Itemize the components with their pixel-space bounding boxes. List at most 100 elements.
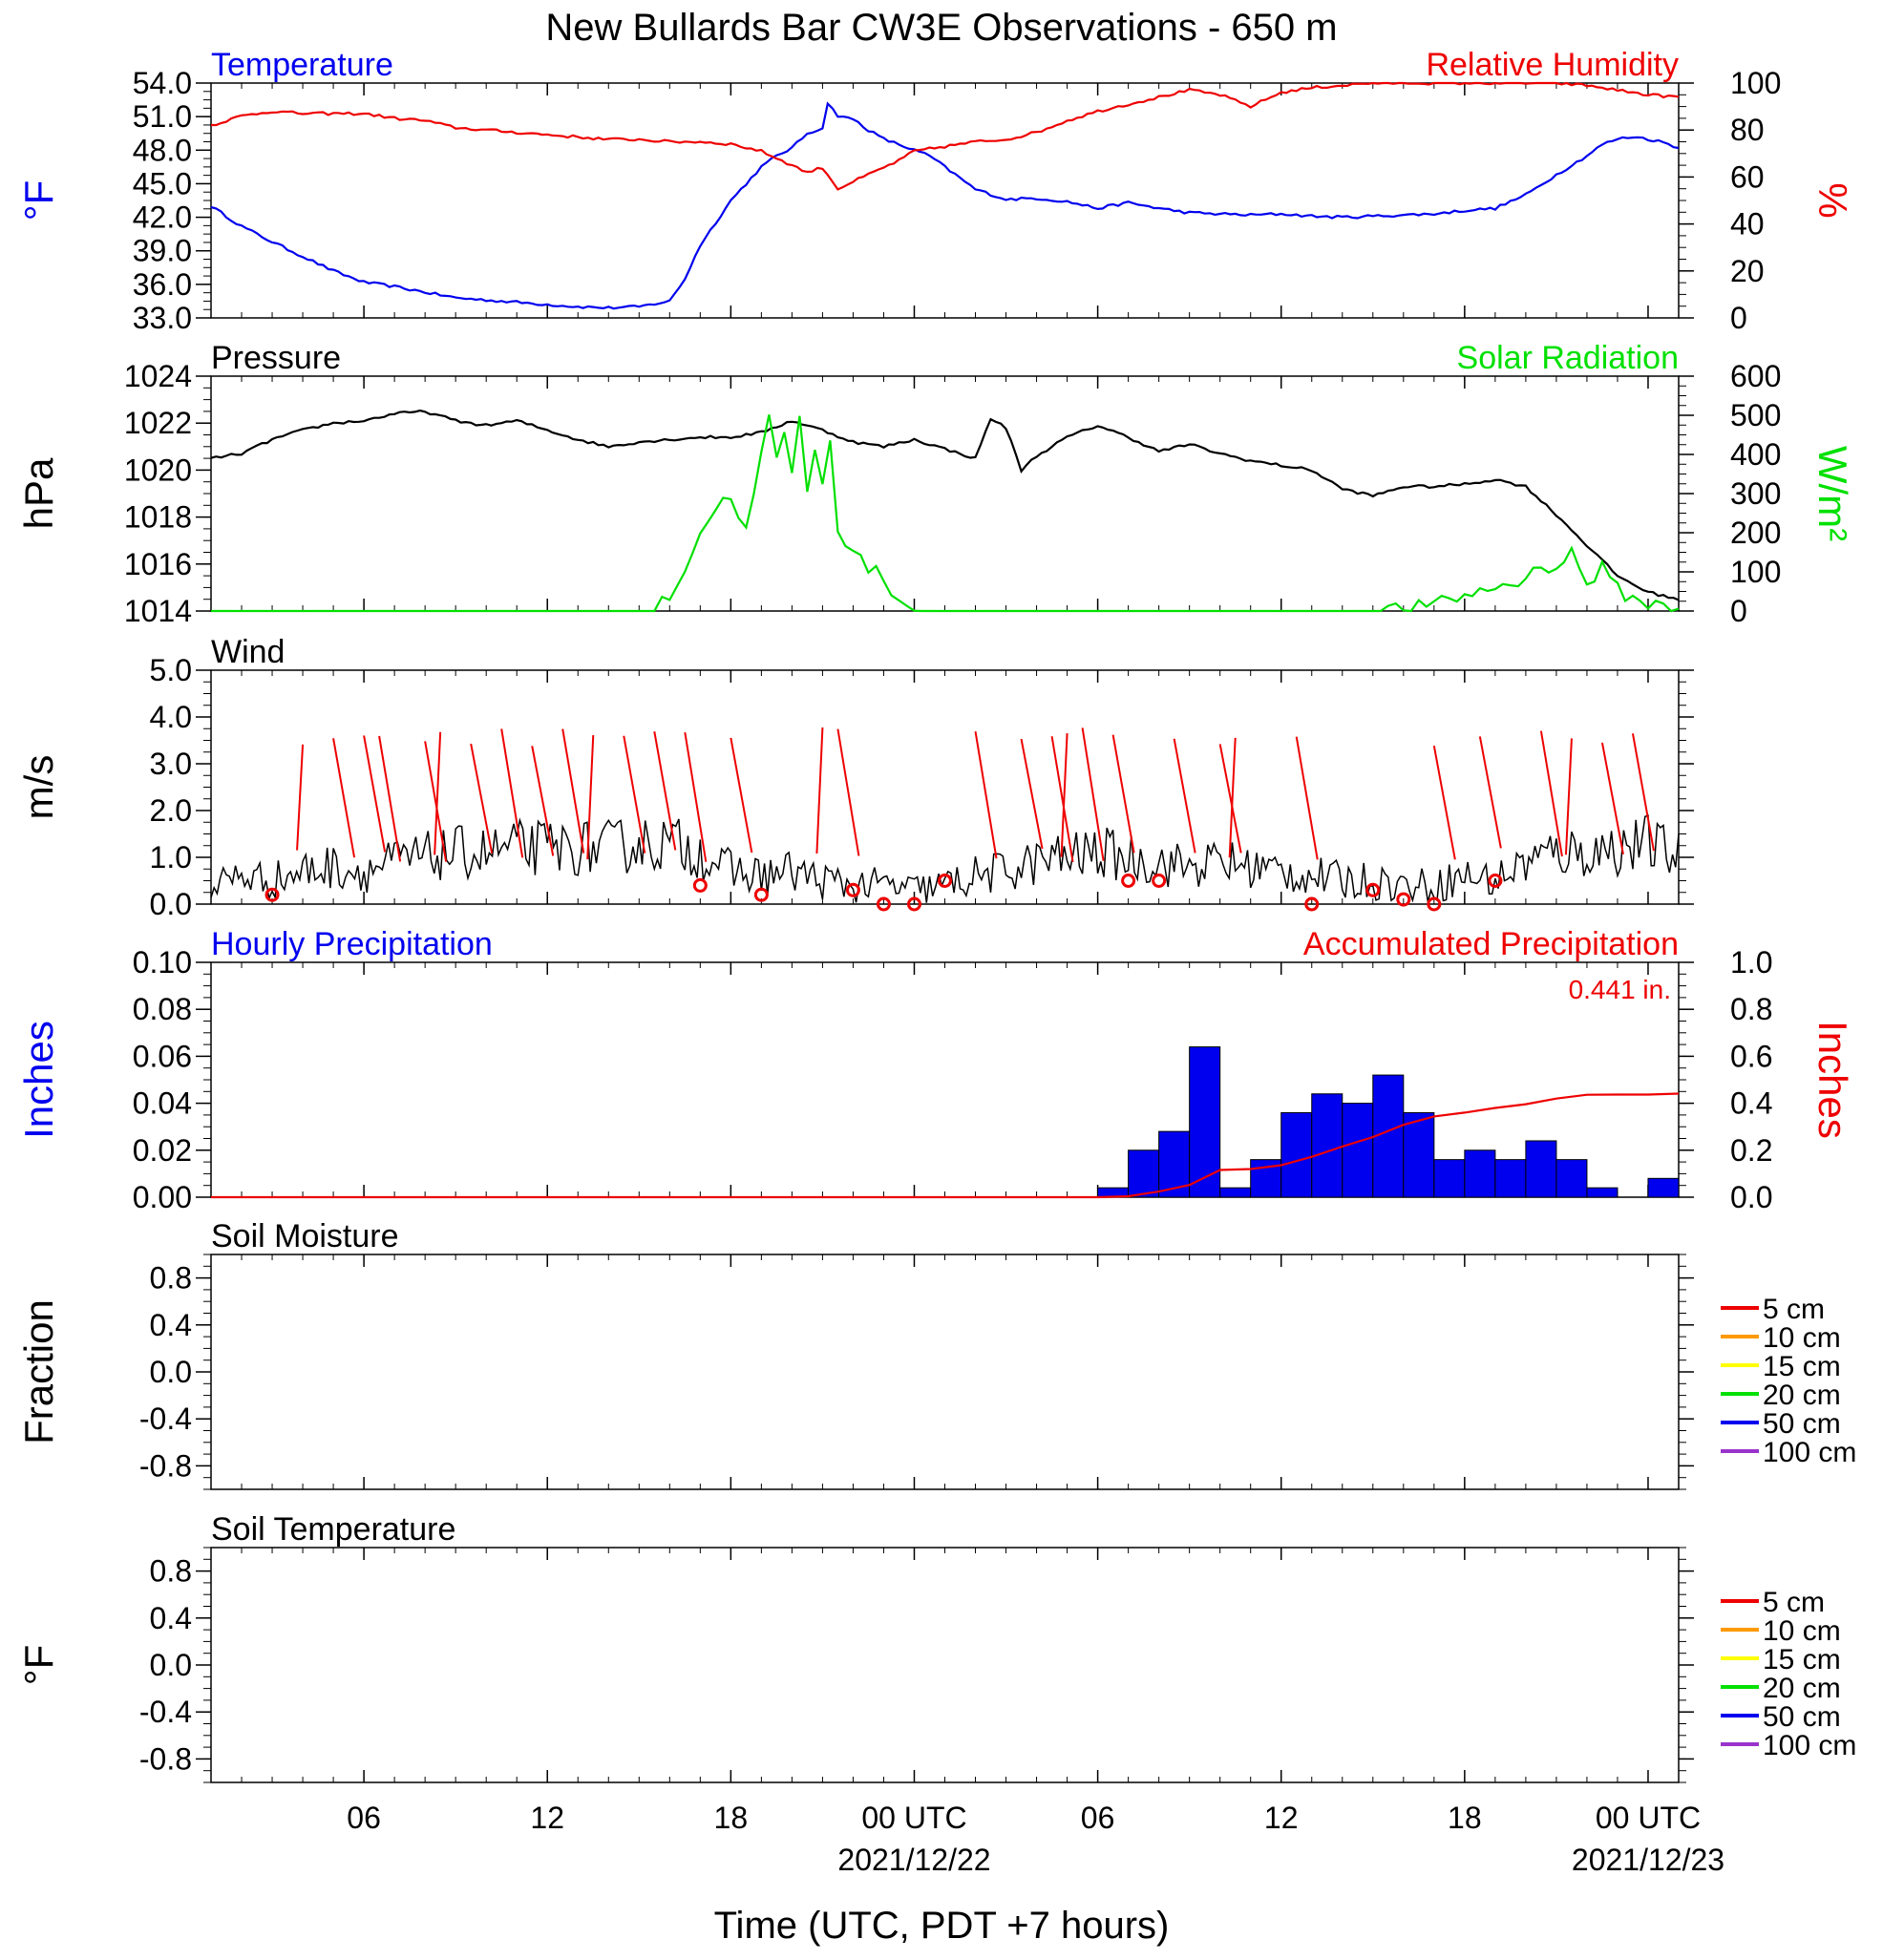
wind-barb: [434, 731, 442, 855]
x-tick-label: 12: [530, 1801, 564, 1835]
y-left-tick-label: 0.4: [150, 1601, 192, 1635]
y-right-tick-label: 0.0: [1730, 1180, 1772, 1214]
panel-title-right: Solar Radiation: [1457, 340, 1679, 376]
x-tick-date-label: 2021/12/22: [837, 1843, 990, 1877]
panel-title-left: Temperature: [211, 47, 393, 83]
precip-bar: [1128, 1149, 1160, 1198]
plot-frame: [210, 1547, 1680, 1783]
legend-label: 5 cm: [1763, 1587, 1825, 1618]
legend-label: 20 cm: [1763, 1673, 1841, 1704]
y-right-tick-label: 100: [1730, 66, 1781, 100]
y-left-tick-label: 1022: [124, 406, 192, 440]
wind-barb: [500, 728, 524, 858]
legend-label: 10 cm: [1763, 1615, 1841, 1647]
y-left-tick-label: 1018: [124, 500, 192, 535]
series-line-pressure: [210, 409, 1680, 601]
y-left-tick-label: -0.4: [139, 1402, 192, 1436]
y-left-tick-label: 1014: [124, 594, 192, 628]
y-right-tick-label: 500: [1730, 398, 1781, 432]
panels: 33.036.039.042.045.048.051.054.0 0 20 40 60 8…: [16, 47, 1856, 1877]
precip-bar: [1525, 1140, 1557, 1198]
y-right-tick-label: 300: [1730, 476, 1781, 511]
precip-bar: [1586, 1187, 1619, 1198]
y-left-tick-label: 3.0: [150, 747, 192, 781]
y-right-tick-label: 0: [1730, 301, 1747, 335]
legend-label: 20 cm: [1763, 1380, 1841, 1411]
wind-barb: [424, 741, 448, 862]
precip-bar: [1189, 1046, 1221, 1198]
y-left-tick-label: 42.0: [133, 200, 192, 235]
plot-frame: [210, 1254, 1680, 1490]
wind-calm-circle: [906, 896, 921, 912]
wind-barb: [836, 728, 860, 856]
wind-barb: [296, 744, 305, 851]
y-right-tick-label: 200: [1730, 516, 1781, 550]
wind-calm-circle: [1121, 874, 1136, 888]
panel-pressure-solar: 1014 1016 1018 1020 1022 1024 0 100 200 300 400 500…: [16, 340, 1855, 628]
precip-bar: [1280, 1111, 1313, 1198]
y-left-tick-label: 45.0: [133, 166, 192, 200]
y-right-tick-label: 600: [1730, 359, 1781, 393]
legend-label: 50 cm: [1763, 1701, 1841, 1733]
y-right-tick-label: 400: [1730, 437, 1781, 472]
series-line-temperature: [210, 101, 1680, 310]
wind-barb: [653, 731, 677, 851]
wind-barb: [684, 731, 708, 862]
wind-barb: [586, 735, 595, 860]
y-left-tick-label: 51.0: [133, 99, 192, 134]
series-line-solar-radiation: [211, 414, 1680, 613]
y-axis-label-right: %: [1810, 182, 1855, 218]
x-tick-label: 18: [714, 1801, 749, 1835]
wind-calm-circle: [753, 887, 769, 902]
y-left-tick-label: 54.0: [133, 66, 192, 100]
y-left-tick-label: 36.0: [133, 267, 192, 302]
legend-label: 15 cm: [1763, 1644, 1841, 1675]
y-axis-label-left: Inches: [16, 1021, 61, 1139]
wind-barb: [1600, 742, 1624, 854]
wind-barb: [730, 737, 753, 854]
legend-label: 10 cm: [1763, 1322, 1841, 1354]
y-left-tick-label: 0.0: [150, 1648, 192, 1682]
precip-bar: [1647, 1177, 1680, 1198]
y-right-tick-label: 1.0: [1730, 945, 1772, 980]
wind-barb: [1295, 736, 1319, 860]
wind-calm-circle: [1365, 882, 1381, 897]
wind-barb: [531, 746, 555, 856]
wind-barb: [378, 735, 402, 862]
wind-barb: [815, 727, 824, 854]
y-left-tick-label: 0.00: [133, 1180, 192, 1214]
wind-calm-circle: [1427, 896, 1442, 912]
y-right-tick-label: 0.2: [1730, 1133, 1772, 1168]
wind-barb: [332, 738, 356, 858]
plot-frame: [210, 82, 1680, 319]
y-left-tick-label: 5.0: [150, 653, 192, 687]
wind-barb: [363, 735, 387, 853]
y-left-tick-label: 1016: [124, 547, 192, 581]
wind-barb: [1539, 730, 1563, 857]
y-left-tick-label: -0.4: [139, 1695, 192, 1729]
y-left-tick-label: 1024: [124, 359, 192, 393]
precip-bar: [1342, 1103, 1374, 1198]
y-axis-label-left: °F: [16, 180, 61, 221]
panel-title-right: Accumulated Precipitation: [1303, 926, 1679, 962]
panel-title-left: Pressure: [211, 340, 341, 376]
wind-calm-circle: [264, 887, 280, 902]
wind-calm-circle: [1304, 896, 1320, 912]
x-axis-label: Time (UTC, PDT +7 hours): [714, 1905, 1170, 1947]
y-axis-label-right: Inches: [1810, 1021, 1855, 1139]
wind-barb: [623, 735, 646, 854]
x-tick-label: 18: [1448, 1801, 1482, 1835]
y-left-tick-label: 0.8: [150, 1554, 192, 1589]
wind-barb: [1564, 738, 1573, 855]
wind-calm-circle: [876, 896, 891, 912]
x-tick-label: 06: [1081, 1801, 1115, 1835]
wind-barb: [1081, 727, 1105, 861]
plot-frame: [210, 375, 1680, 612]
wind-calm-circle: [938, 874, 952, 888]
y-right-tick-label: 0.8: [1730, 992, 1772, 1026]
y-axis-label-left: Fraction: [16, 1299, 61, 1444]
wind-calm-circle: [845, 882, 860, 897]
wind-barb: [1111, 734, 1135, 854]
y-left-tick-label: 0.08: [133, 992, 192, 1026]
